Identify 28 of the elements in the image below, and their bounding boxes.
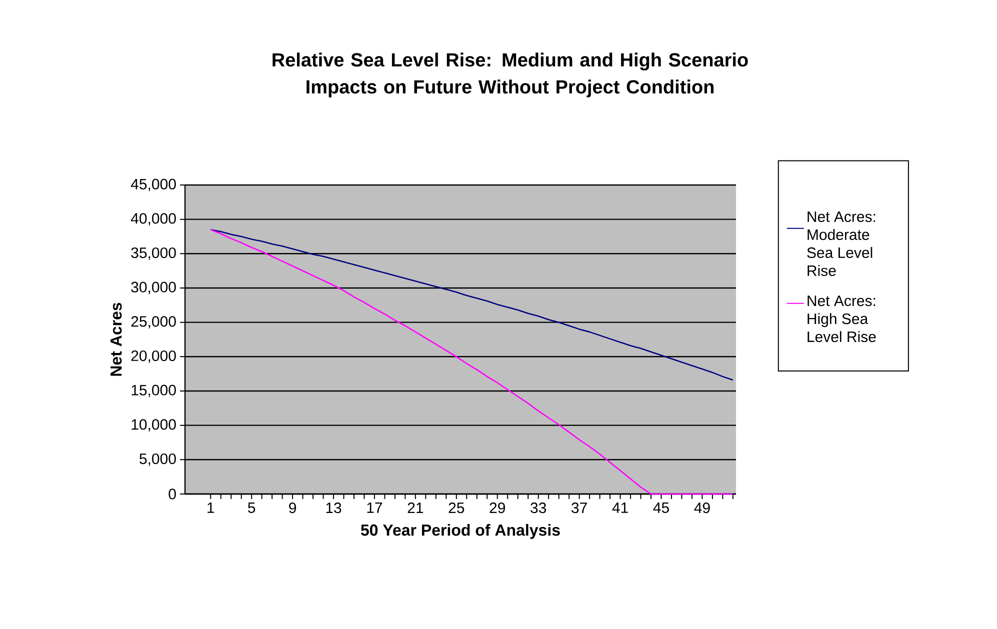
x-tick-label: 37 [572,502,587,514]
y-tick-label: 20,000 [131,350,176,363]
x-tick-label: 21 [408,502,424,513]
x-tick-label: 17 [367,502,382,513]
x-tick-label: 49 [694,502,710,514]
y-axis-title: Net Acres [110,302,122,376]
y-tick-label: 0 [168,488,176,500]
x-tick-label: 41 [612,502,628,513]
y-tick-label: 35,000 [131,247,176,260]
y-tick-label: 25,000 [131,316,176,329]
y-tick-label: 45,000 [130,178,176,192]
x-tick-label: 9 [289,502,296,514]
x-tick-label: 13 [326,502,342,514]
x-tick-label: 5 [248,502,256,513]
chart-title: Relative Sea Level Rise: Medium and High Scenario Impacts on Future Without Project Condition [272,52,748,98]
y-tick-label: 5,000 [140,453,176,466]
y-tick-label: 10,000 [132,419,176,432]
x-tick-label: 45 [653,502,669,513]
legend-label: Net Acres: Moderate Sea Level Rise [807,212,876,276]
x-axis-title: 50 Year Period of Analysis [360,524,560,539]
x-tick-label: 33 [530,502,546,514]
y-tick-label: 40,000 [130,213,176,226]
x-tick-label: 29 [490,502,505,514]
x-tick-label: 25 [448,502,464,514]
y-tick-label: 15,000 [132,384,176,398]
y-tick-label: 30,000 [131,282,176,294]
legend-label: Net Acres: High Sea Level Rise [808,296,876,342]
x-tick-label: 1 [208,502,214,513]
